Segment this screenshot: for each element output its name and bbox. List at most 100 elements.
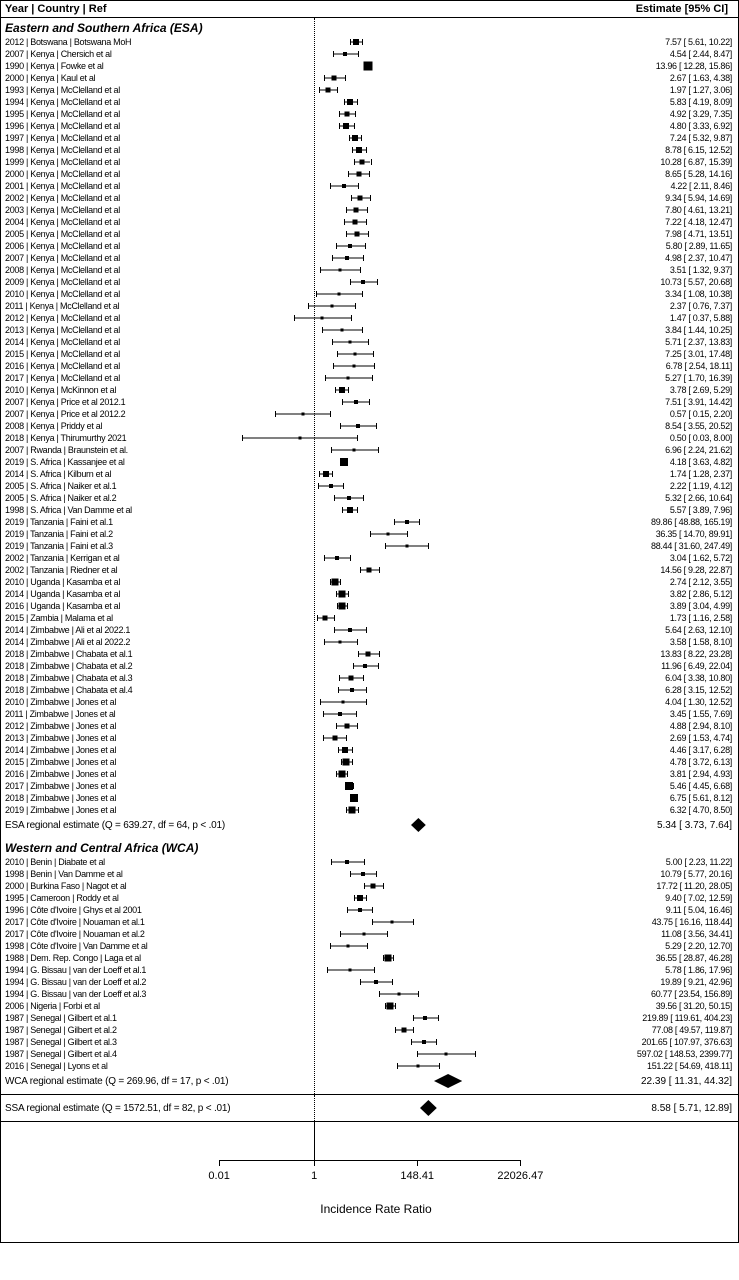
study-row: 2007 | Kenya | Price et al 2012.20.57 [ …: [1, 408, 738, 420]
study-ci-plot: [211, 420, 541, 432]
study-label: 2004 | Kenya | McClelland et al: [1, 217, 211, 227]
study-label: 2000 | Kenya | Kaul et al: [1, 73, 211, 83]
study-row: 1995 | Kenya | McClelland et al4.92 [ 3.…: [1, 108, 738, 120]
study-row: 1997 | Kenya | McClelland et al7.24 [ 5.…: [1, 132, 738, 144]
study-estimate: 8.54 [ 3.55, 20.52]: [541, 421, 738, 431]
study-estimate: 6.04 [ 3.38, 10.80]: [541, 673, 738, 683]
study-label: 2014 | S. Africa | Kilburn et al: [1, 469, 211, 479]
study-ci-plot: [211, 940, 541, 952]
study-ci-plot: [211, 768, 541, 780]
study-row: 2018 | Zimbabwe | Chabata et al.2 11.96 […: [1, 660, 738, 672]
study-ci-plot: [211, 204, 541, 216]
study-row: 2019 | Tanzania | Faini et al.236.35 [ 1…: [1, 528, 738, 540]
study-ci-plot: [211, 348, 541, 360]
study-label: 2002 | Kenya | McClelland et al: [1, 193, 211, 203]
study-row: 2008 | Kenya | Priddy et al8.54 [ 3.55, …: [1, 420, 738, 432]
study-label: 1995 | Kenya | McClelland et al: [1, 109, 211, 119]
study-estimate: 3.84 [ 1.44, 10.25]: [541, 325, 738, 335]
study-row: 2014 | Uganda | Kasamba et al3.82 [ 2.86…: [1, 588, 738, 600]
study-row: 2015 | Zambia | Malama et al1.73 [ 1.16,…: [1, 612, 738, 624]
study-row: 2019 | S. Africa | Kassanjee et al4.18 […: [1, 456, 738, 468]
study-estimate: 7.57 [ 5.61, 10.22]: [541, 37, 738, 47]
study-label: 2018 | Zimbabwe | Chabata et al.3: [1, 673, 211, 683]
study-ci-plot: [211, 300, 541, 312]
study-estimate: 3.89 [ 3.04, 4.99]: [541, 601, 738, 611]
study-label: 1994 | G. Bissau | van der Loeff et al.3: [1, 989, 211, 999]
study-ci-plot: [211, 528, 541, 540]
study-ci-plot: [211, 792, 541, 804]
study-row: 2010 | Kenya | McKinnon et al3.78 [ 2.69…: [1, 384, 738, 396]
study-label: 2007 | Rwanda | Braunstein et al.: [1, 445, 211, 455]
study-estimate: 4.22 [ 2.11, 8.46]: [541, 181, 738, 191]
study-ci-plot: [211, 952, 541, 964]
study-estimate: 3.34 [ 1.08, 10.38]: [541, 289, 738, 299]
study-label: 2014 | Zimbabwe | Ali et al 2022.1: [1, 625, 211, 635]
study-estimate: 597.02 [ 148.53, 2399.77]: [541, 1049, 738, 1059]
study-row: 2017 | Zimbabwe | Jones et al5.46 [ 4.45…: [1, 780, 738, 792]
study-label: 2006 | Kenya | McClelland et al: [1, 241, 211, 251]
study-estimate: 89.86 [ 48.88, 165.19]: [541, 517, 738, 527]
study-estimate: 219.89 [ 119.61, 404.23]: [541, 1013, 738, 1023]
study-ci-plot: [211, 456, 541, 468]
study-row: 1987 | Senegal | Gilbert et al.1219.89 […: [1, 1012, 738, 1024]
study-label: 2010 | Zimbabwe | Jones et al: [1, 697, 211, 707]
study-ci-plot: [211, 1024, 541, 1036]
study-estimate: 3.51 [ 1.32, 9.37]: [541, 265, 738, 275]
study-label: 1994 | G. Bissau | van der Loeff et al.1: [1, 965, 211, 975]
study-estimate: 6.28 [ 3.15, 12.52]: [541, 685, 738, 695]
study-row: 2014 | Zimbabwe | Jones et al4.46 [ 3.17…: [1, 744, 738, 756]
study-ci-plot: [211, 504, 541, 516]
study-label: 2003 | Kenya | McClelland et al: [1, 205, 211, 215]
study-ci-plot: [211, 600, 541, 612]
study-estimate: 2.22 [ 1.19, 4.12]: [541, 481, 738, 491]
study-row: 1999 | Kenya | McClelland et al10.28 [ 6…: [1, 156, 738, 168]
study-row: 1987 | Senegal | Gilbert et al.3201.65 […: [1, 1036, 738, 1048]
study-estimate: 5.29 [ 2.20, 12.70]: [541, 941, 738, 951]
study-ci-plot: [211, 964, 541, 976]
study-label: 2010 | Uganda | Kasamba et al: [1, 577, 211, 587]
study-ci-plot: [211, 48, 541, 60]
study-row: 2002 | Kenya | McClelland et al9.34 [ 5.…: [1, 192, 738, 204]
study-ci-plot: [211, 916, 541, 928]
forest-plot-container: Year | Country | Ref Estimate [95% CI] E…: [0, 0, 739, 1243]
study-row: 1998 | S. Africa | Van Damme et al5.57 […: [1, 504, 738, 516]
study-label: 2017 | Côte d'Ivoire | Nouaman et al.1: [1, 917, 211, 927]
study-row: 2012 | Botswana | Botswana MoH7.57 [ 5.6…: [1, 36, 738, 48]
study-row: 2007 | Kenya | Price et al 2012.17.51 [ …: [1, 396, 738, 408]
study-row: 1996 | Côte d'Ivoire | Ghys et al 20019.…: [1, 904, 738, 916]
study-label: 2011 | Zimbabwe | Jones et al: [1, 709, 211, 719]
study-ci-plot: [211, 696, 541, 708]
study-ci-plot: [211, 384, 541, 396]
study-estimate: 5.57 [ 3.89, 7.96]: [541, 505, 738, 515]
study-estimate: 1.97 [ 1.27, 3.06]: [541, 85, 738, 95]
study-estimate: 2.37 [ 0.76, 7.37]: [541, 301, 738, 311]
study-estimate: 11.08 [ 3.56, 34.41]: [541, 929, 738, 939]
study-label: 2018 | Zimbabwe | Chabata et al.2: [1, 661, 211, 671]
study-ci-plot: [211, 432, 541, 444]
study-label: 2007 | Kenya | Price et al 2012.2: [1, 409, 211, 419]
study-ci-plot: [211, 804, 541, 816]
study-estimate: 151.22 [ 54.69, 418.11]: [541, 1061, 738, 1071]
study-estimate: 5.78 [ 1.86, 17.96]: [541, 965, 738, 975]
study-row: 2011 | Kenya | McClelland et al2.37 [ 0.…: [1, 300, 738, 312]
study-estimate: 43.75 [ 16.16, 118.44]: [541, 917, 738, 927]
study-estimate: 5.64 [ 2.63, 12.10]: [541, 625, 738, 635]
study-ci-plot: [211, 928, 541, 940]
study-ci-plot: [211, 132, 541, 144]
study-estimate: 5.27 [ 1.70, 16.39]: [541, 373, 738, 383]
study-row: 2018 | Zimbabwe | Jones et al6.75 [ 5.61…: [1, 792, 738, 804]
study-estimate: 14.56 [ 9.28, 22.87]: [541, 565, 738, 575]
study-row: 2015 | Zimbabwe | Jones et al4.78 [ 3.72…: [1, 756, 738, 768]
study-estimate: 5.00 [ 2.23, 11.22]: [541, 857, 738, 867]
study-estimate: 3.81 [ 2.94, 4.93]: [541, 769, 738, 779]
study-ci-plot: [211, 180, 541, 192]
study-label: 1987 | Senegal | Gilbert et al.2: [1, 1025, 211, 1035]
study-ci-plot: [211, 672, 541, 684]
study-estimate: 11.96 [ 6.49, 22.04]: [541, 661, 738, 671]
study-estimate: 4.78 [ 3.72, 6.13]: [541, 757, 738, 767]
study-ci-plot: [211, 444, 541, 456]
study-label: 1988 | Dem. Rep. Congo | Laga et al: [1, 953, 211, 963]
study-label: 2000 | Kenya | McClelland et al: [1, 169, 211, 179]
study-ci-plot: [211, 904, 541, 916]
study-row: 2007 | Kenya | Chersich et al4.54 [ 2.44…: [1, 48, 738, 60]
